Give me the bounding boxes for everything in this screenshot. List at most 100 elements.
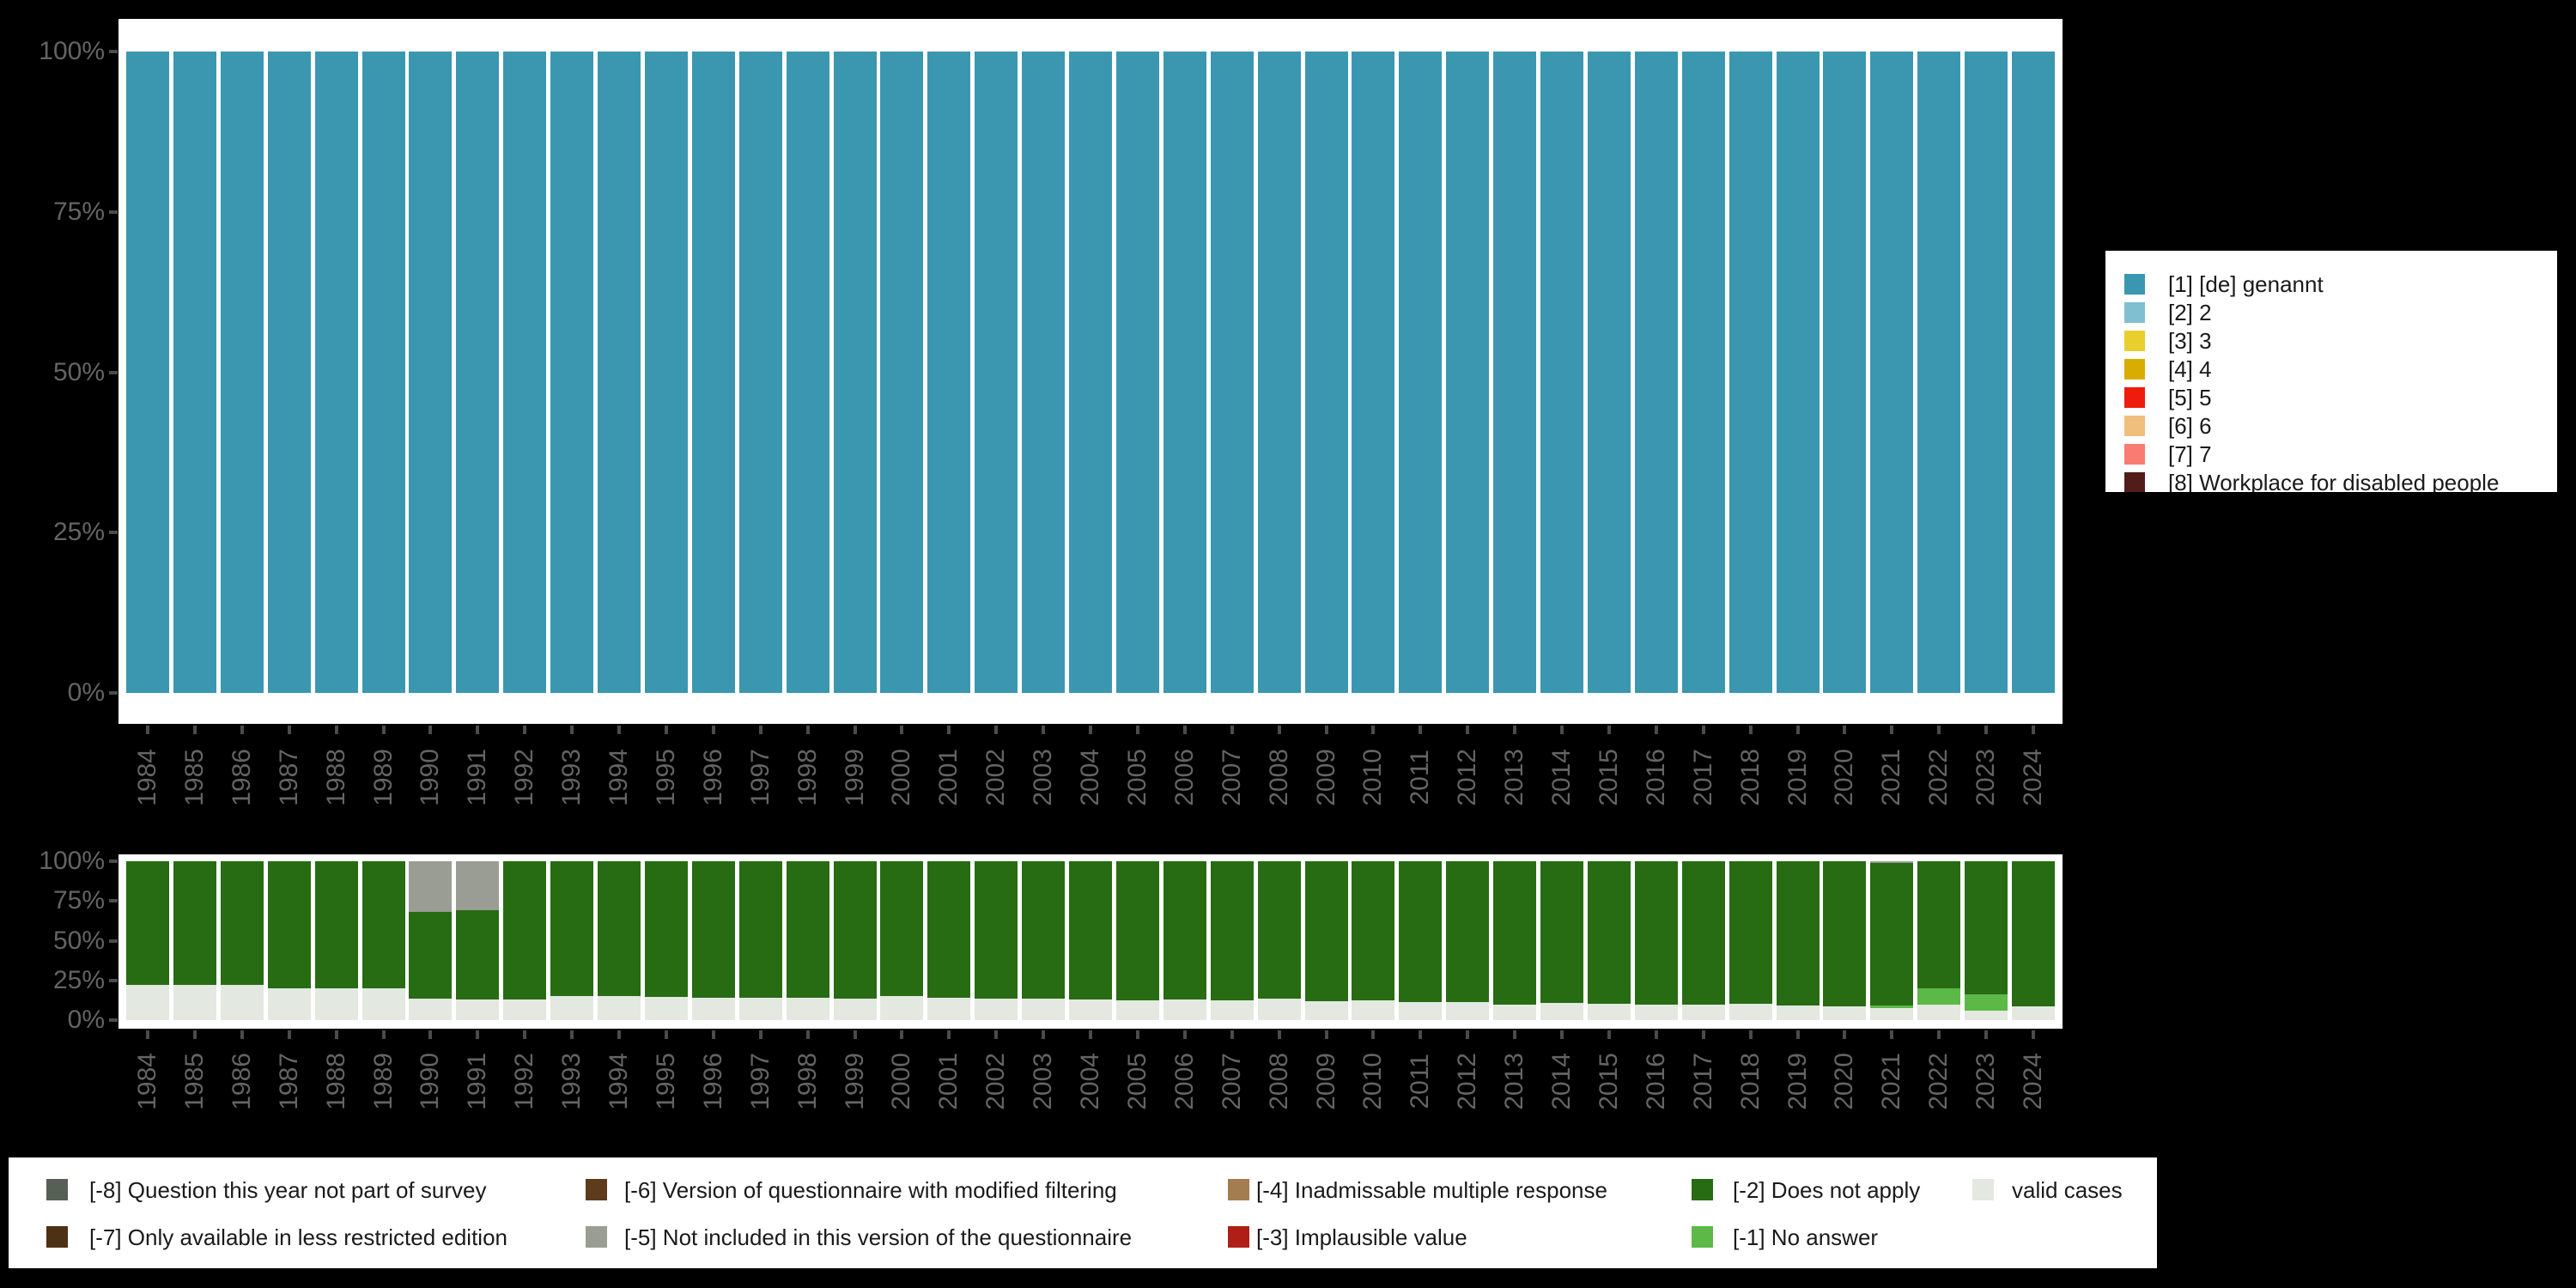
x-axis-year-label-text: 2014 [1547, 1052, 1576, 1110]
y-axis-tick-mark [109, 370, 118, 374]
x-axis-year-label: 2003 [1024, 737, 1062, 817]
x-axis-year-label-text: 2020 [1830, 748, 1859, 806]
x-axis-year-label: 2024 [2014, 1041, 2052, 1121]
x-axis-year-label-text: 2007 [1217, 748, 1246, 806]
bar-segment-1984 [126, 861, 169, 986]
bar-segment-1990 [409, 52, 453, 693]
x-axis-year-label: 1996 [695, 737, 732, 817]
x-axis-tick-mark [758, 726, 762, 734]
x-axis-year-label: 2007 [1213, 737, 1251, 817]
x-axis-year-label: 2021 [1873, 1041, 1911, 1121]
bar-segment-2000 [880, 52, 924, 693]
x-axis-year-label: 1991 [459, 1041, 496, 1121]
x-axis-year-label: 2004 [1072, 737, 1109, 817]
x-axis-year-label: 1993 [553, 737, 591, 817]
x-axis-tick-mark [523, 726, 527, 734]
x-axis-year-label: 2008 [1261, 1041, 1298, 1121]
x-axis-tick-mark [758, 1030, 762, 1039]
bar-segment-2003 [1022, 999, 1066, 1020]
x-axis-year-label-text: 1993 [557, 748, 586, 806]
x-axis-year-label: 2006 [1166, 1041, 1204, 1121]
legend-label: [-5] Not included in this version of the… [624, 1224, 1133, 1250]
x-axis-year-label: 2002 [977, 1041, 1015, 1121]
bar-segment-1988 [314, 52, 358, 693]
bar-segment-1993 [550, 996, 594, 1020]
x-axis-year-label: 2023 [1967, 737, 2005, 817]
bar-segment-2001 [927, 998, 971, 1020]
x-axis-tick-mark [805, 1030, 810, 1039]
x-axis-year-label: 2023 [1967, 1041, 2005, 1121]
x-axis-year-label-text: 1988 [321, 748, 350, 806]
x-axis-tick-mark [1277, 726, 1281, 734]
bar-segment-1987 [267, 52, 311, 693]
bar-segment-1998 [786, 861, 829, 999]
x-axis-tick-mark [1937, 726, 1941, 734]
x-axis-tick-mark [1843, 1030, 1847, 1039]
x-axis-year-label: 1993 [553, 1041, 591, 1121]
y-axis-tick-mark [109, 1018, 118, 1022]
x-axis-tick-mark [711, 1030, 715, 1039]
y-axis-tick-label: 25% [52, 518, 105, 547]
y-axis-tick-mark [109, 691, 118, 695]
bar-segment-1991 [456, 910, 500, 999]
legend-label: [5] 5 [2168, 385, 2212, 410]
x-axis-year-label-text: 1994 [605, 748, 633, 806]
x-axis-year-label-text: 1993 [557, 1052, 586, 1110]
bar-segment-2019 [1776, 1005, 1820, 1020]
x-axis-year-label: 2008 [1261, 737, 1298, 817]
x-axis-year-label-text: 2008 [1264, 1052, 1293, 1110]
x-axis-tick-mark [1182, 726, 1187, 734]
bar-segment-1990 [409, 999, 453, 1020]
x-axis-tick-mark [1607, 726, 1611, 734]
bar-segment-2004 [1069, 52, 1112, 693]
bar-segment-2014 [1540, 861, 1583, 1003]
x-axis-year-label-text: 1990 [416, 1052, 445, 1110]
bar-segment-2017 [1681, 861, 1725, 1005]
x-axis-tick-mark [240, 1030, 244, 1039]
bar-segment-2015 [1587, 1003, 1631, 1020]
x-axis-tick-mark [1513, 726, 1517, 734]
x-axis-year-label: 2015 [1590, 1041, 1628, 1121]
x-axis-year-label: 1990 [411, 1041, 449, 1121]
x-axis-year-label-text: 2022 [1924, 748, 1953, 806]
x-axis-year-label-text: 2000 [887, 748, 916, 806]
bar-segment-2007 [1210, 999, 1254, 1020]
legend-swatch [2124, 387, 2145, 408]
x-axis-year-label: 1989 [365, 1041, 403, 1121]
bar-segment-1989 [361, 52, 405, 693]
x-axis-year-label: 2018 [1732, 737, 1770, 817]
x-axis-year-label-text: 2014 [1547, 748, 1576, 806]
bar-segment-1991 [456, 999, 500, 1020]
x-axis-year-label-text: 2013 [1500, 748, 1529, 806]
x-axis-year-label-text: 2011 [1406, 1053, 1435, 1109]
y-axis-tick-label: 75% [52, 197, 105, 226]
x-axis-year-label: 1984 [129, 1041, 167, 1121]
x-axis-tick-mark [1748, 1030, 1753, 1039]
bar-segment-1998 [786, 998, 829, 1020]
x-axis-year-label-text: 2007 [1217, 1052, 1246, 1110]
x-axis-tick-mark [1560, 1030, 1564, 1039]
bar-segment-1997 [738, 52, 782, 693]
x-axis-year-label: 2022 [1920, 1041, 1958, 1121]
bar-segment-1998 [786, 52, 829, 693]
x-axis-tick-mark [428, 726, 433, 734]
x-axis-tick-mark [664, 726, 668, 734]
y-axis-tick-label: 25% [52, 965, 105, 994]
x-axis-tick-mark [192, 1030, 197, 1039]
bar-segment-2020 [1823, 1006, 1867, 1020]
legend-label: [-4] Inadmissable multiple response [1256, 1177, 1607, 1203]
x-axis-year-label-text: 2003 [1029, 1052, 1058, 1110]
bar-segment-2005 [1115, 52, 1159, 693]
bar-segment-2006 [1163, 861, 1206, 999]
x-axis-tick-mark [1419, 1030, 1423, 1039]
x-axis-tick-mark [853, 1030, 857, 1039]
x-axis-tick-mark [381, 1030, 386, 1039]
x-axis-tick-mark [1654, 1030, 1658, 1039]
x-axis-year-label: 1989 [365, 737, 403, 817]
x-axis-year-label: 2015 [1590, 737, 1628, 817]
y-axis-tick-mark [109, 899, 118, 903]
bar-segment-1995 [644, 52, 688, 693]
bar-segment-2024 [2012, 52, 2055, 693]
x-axis-year-label-text: 1987 [274, 1052, 303, 1110]
x-axis-year-label-text: 1998 [793, 1052, 822, 1110]
